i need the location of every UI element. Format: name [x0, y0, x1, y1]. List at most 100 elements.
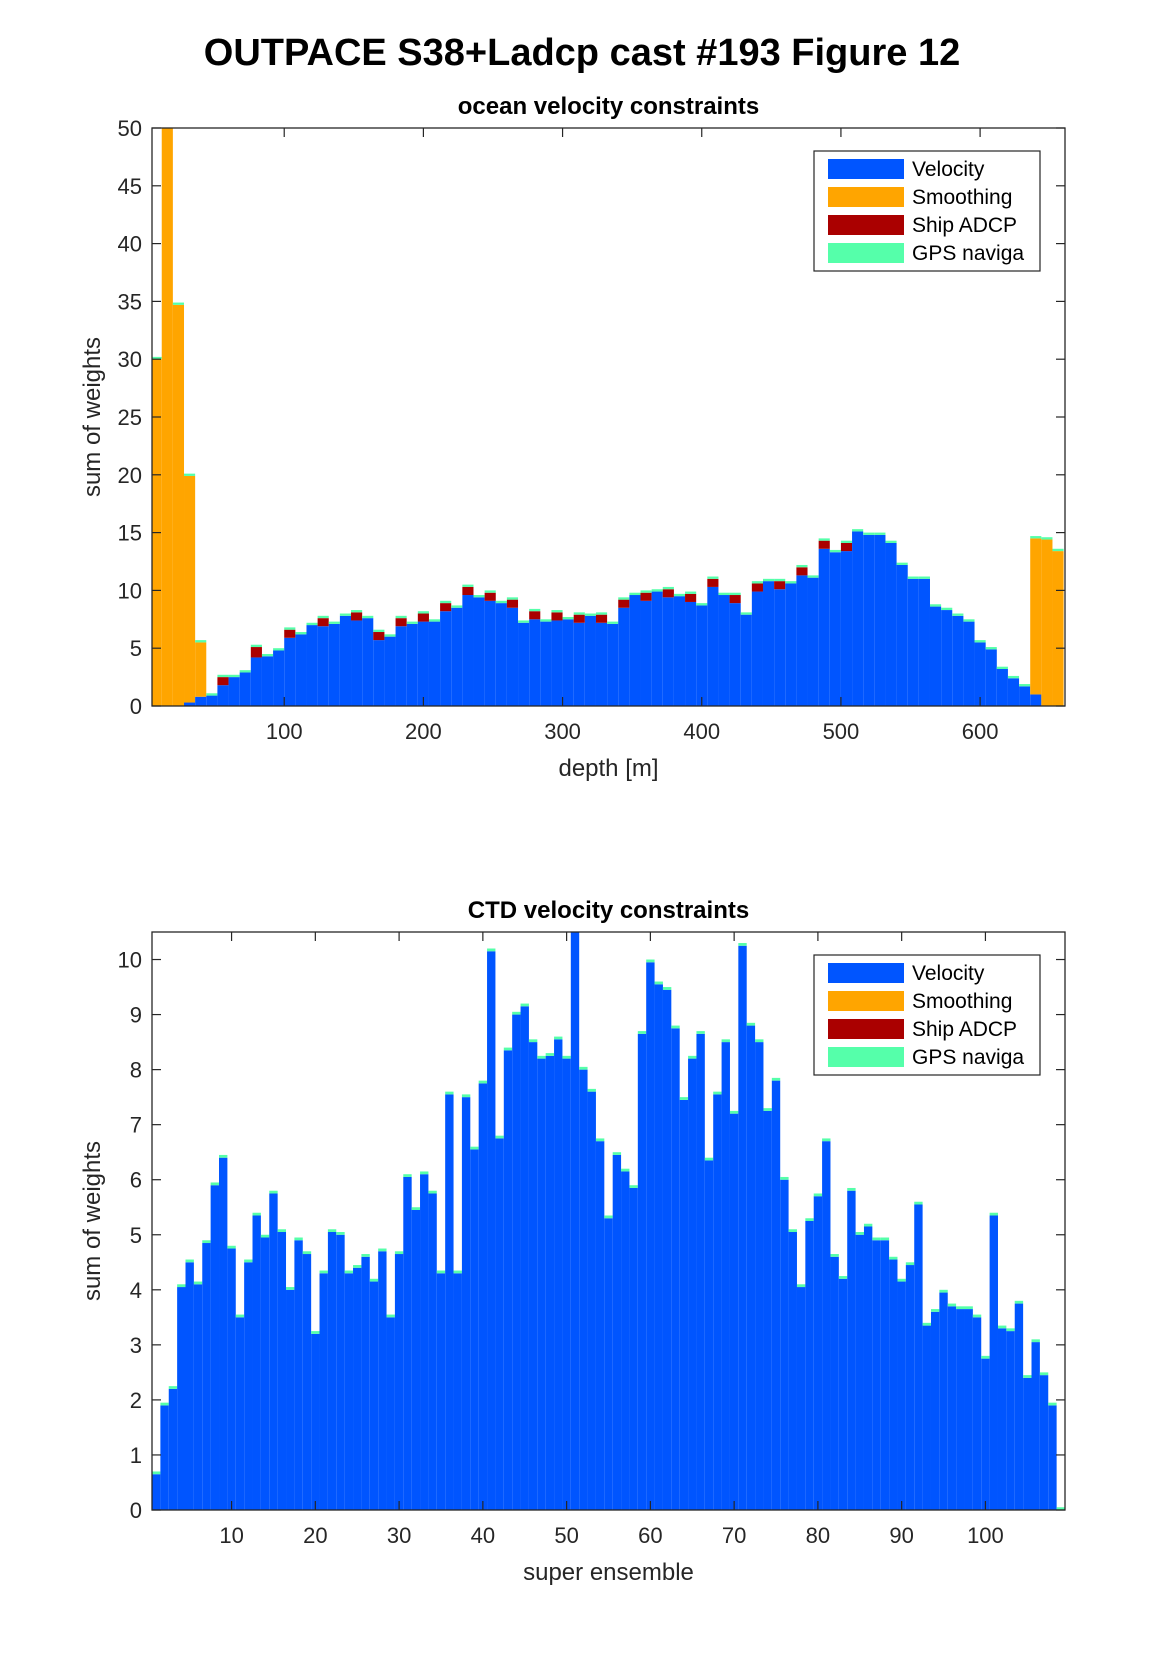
bar-gps-naviga — [718, 592, 730, 596]
bar-gps-naviga — [440, 600, 452, 604]
bar-velocity — [260, 1237, 270, 1510]
bar-gps-naviga — [872, 1237, 881, 1241]
bar-gps-naviga — [317, 615, 329, 619]
panel-ctd-velocity: 10 20 30 40 50 60 70 80 90 100 0 1 2 3 4 5 6 7 8 9 10 CTD vel… — [79, 897, 1066, 1586]
x-tick-label: 100 — [266, 719, 303, 744]
bar-velocity — [284, 637, 296, 706]
bar-velocity — [386, 1317, 395, 1510]
bar-gps-naviga — [673, 593, 686, 597]
bar-velocity — [562, 619, 574, 706]
axes-box — [151, 931, 1066, 1511]
y-tick-label: 5 — [130, 1223, 142, 1248]
bar-velocity — [336, 1234, 345, 1510]
bar-velocity — [587, 1091, 596, 1510]
bar-gps-naviga — [503, 1047, 513, 1051]
bar-gps-naviga — [618, 597, 630, 600]
bar-gps-naviga — [193, 1281, 203, 1285]
bar-velocity — [963, 621, 975, 706]
bar-velocity — [206, 695, 218, 706]
bar-smoothing — [172, 304, 185, 706]
bar-velocity — [428, 1193, 437, 1510]
bar-gps-naviga — [688, 1055, 697, 1059]
bar-velocity — [295, 634, 307, 706]
bar-velocity — [595, 622, 608, 706]
bar-velocity — [273, 650, 285, 706]
bar-velocity — [751, 591, 763, 706]
bars — [152, 128, 1064, 706]
bar-gps-naviga — [838, 1276, 848, 1279]
bar-gps-naviga — [974, 640, 986, 643]
y-axis-label: sum of weights — [79, 1141, 106, 1301]
bar-velocity — [947, 1306, 957, 1510]
bar-gps-naviga — [206, 693, 218, 696]
bar-velocity — [729, 603, 741, 706]
bar-gps-naviga — [956, 1306, 965, 1310]
bar-gps-naviga — [540, 619, 552, 622]
bar-gps-naviga — [629, 1185, 638, 1188]
bar-velocity — [740, 614, 752, 706]
bar-gps-naviga — [373, 629, 385, 633]
bar-gps-naviga — [662, 987, 672, 990]
bar-velocity — [445, 1094, 454, 1510]
bar-gps-naviga — [235, 1314, 245, 1318]
bar-gps-naviga — [579, 1066, 588, 1070]
bar-gps-naviga — [807, 575, 819, 578]
y-tick-label: 50 — [118, 116, 142, 141]
bar-velocity — [829, 552, 841, 706]
legend-swatch — [828, 243, 904, 263]
bar-gps-naviga — [774, 578, 786, 582]
bar-gps-naviga — [152, 1471, 161, 1475]
bar-gps-naviga — [228, 674, 240, 678]
legend: Velocity Smoothing Ship ADCP GPS naviga — [813, 150, 1041, 272]
bar-gps-naviga — [621, 1168, 630, 1172]
bar-ship-adcp — [217, 677, 229, 686]
bar-velocity — [453, 1273, 462, 1510]
bar-gps-naviga — [520, 1003, 529, 1007]
bar-gps-naviga — [822, 1138, 831, 1142]
bar-velocity — [918, 578, 930, 706]
bar-velocity — [328, 623, 340, 706]
bar-velocity — [487, 951, 496, 1510]
bar-velocity — [484, 600, 496, 706]
bar-velocity — [239, 672, 251, 706]
bar-ship-adcp — [618, 599, 630, 608]
bar-gps-naviga — [378, 1248, 387, 1252]
bar-gps-naviga — [451, 605, 463, 608]
bar-gps-naviga — [411, 1207, 421, 1210]
y-tick-label: 4 — [130, 1278, 142, 1303]
bar-velocity — [996, 669, 1008, 706]
bar-gps-naviga — [740, 612, 752, 615]
bar-gps-naviga — [989, 1212, 998, 1216]
bar-gps-naviga — [537, 1055, 546, 1059]
bar-gps-naviga — [637, 1031, 647, 1034]
bar-ship-adcp — [662, 589, 674, 598]
bar-gps-naviga — [394, 1251, 404, 1255]
bar-gps-naviga — [751, 581, 763, 584]
bar-gps-naviga — [1019, 684, 1031, 687]
legend-swatch — [828, 991, 904, 1011]
bar-velocity — [573, 622, 585, 706]
bar-velocity — [250, 657, 262, 706]
bar-gps-naviga — [239, 670, 251, 673]
bar-gps-naviga — [344, 1270, 354, 1274]
bar-velocity — [885, 543, 897, 706]
bar-gps-naviga — [985, 647, 997, 650]
legend: Velocity Smoothing Ship ADCP GPS naviga — [813, 954, 1041, 1076]
bar-velocity — [914, 1204, 923, 1510]
bar-gps-naviga — [721, 1039, 730, 1043]
bar-velocity — [907, 578, 919, 706]
bar-velocity — [985, 649, 997, 706]
bar-velocity — [277, 1232, 287, 1510]
bar-gps-naviga — [195, 640, 207, 643]
bar-velocity — [896, 564, 908, 706]
y-tick-label: 30 — [118, 347, 142, 372]
bar-gps-naviga — [963, 619, 975, 622]
bar-gps-naviga — [445, 1091, 454, 1095]
bar-velocity — [981, 1358, 990, 1510]
bar-velocity — [685, 601, 697, 706]
bar-gps-naviga — [227, 1245, 236, 1249]
bar-gps-naviga — [885, 540, 897, 543]
y-tick-label: 9 — [130, 1003, 142, 1028]
y-tick-label: 6 — [130, 1168, 142, 1193]
y-tick-label: 2 — [130, 1388, 142, 1413]
